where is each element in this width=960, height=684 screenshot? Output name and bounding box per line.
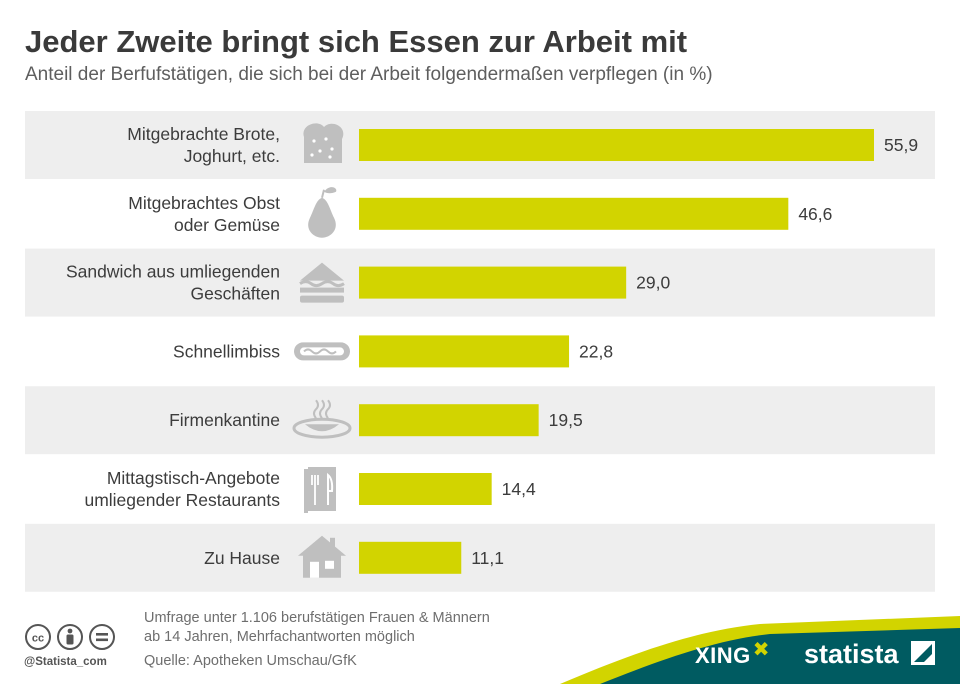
- hotdog-icon: [294, 342, 350, 361]
- bar: [359, 266, 627, 299]
- value-label: 19,5: [549, 410, 583, 430]
- value-label: 14,4: [502, 479, 536, 499]
- value-label: 22,8: [579, 341, 613, 361]
- value-label: 11,1: [471, 548, 504, 568]
- category-label: Mitgebrachte Brote,: [127, 124, 280, 144]
- pear-icon: [308, 187, 337, 238]
- bar: [359, 335, 570, 368]
- bread-icon: [303, 123, 344, 163]
- statista-handle: @Statista_com: [24, 656, 107, 668]
- statista-logo: statista: [804, 639, 936, 670]
- category-label: Geschäften: [191, 284, 281, 304]
- xing-logo: XING ✖: [695, 639, 771, 668]
- value-label: 29,0: [636, 273, 670, 293]
- source-note: Quelle: Apotheken Umschau/GfK: [144, 653, 357, 669]
- chart-title: Jeder Zweite bringt sich Essen zur Arbei…: [25, 24, 688, 59]
- category-label: Joghurt, etc.: [184, 146, 280, 166]
- bar: [359, 129, 874, 161]
- category-label: Sandwich aus umliegenden: [66, 262, 280, 282]
- row-band: [25, 523, 935, 592]
- nd-equal-icon: [89, 624, 115, 650]
- survey-note-line2: ab 14 Jahren, Mehrfachantworten möglich: [144, 629, 415, 645]
- chart-subtitle: Anteil der Berfufstätigen, die sich bei …: [25, 64, 713, 85]
- license-icons: cc: [24, 623, 119, 656]
- sandwich-icon: [299, 262, 345, 303]
- value-label: 55,9: [884, 135, 918, 155]
- house-icon: [298, 535, 346, 578]
- category-label: Mittagstisch-Angebote: [107, 468, 280, 488]
- category-label: Firmenkantine: [169, 410, 280, 430]
- category-label: umliegender Restaurants: [84, 490, 280, 510]
- category-label: Zu Hause: [204, 548, 280, 568]
- bar: [359, 197, 789, 230]
- statista-logo-icon: [911, 641, 936, 665]
- survey-note-line1: Umfrage unter 1.106 berufstätigen Frauen…: [144, 610, 490, 626]
- bar: [359, 404, 539, 437]
- bar-chart: Mitgebrachte Brote,Joghurt, etc. 55,9 Mitg…: [25, 111, 935, 592]
- cc-icon: cc: [25, 624, 51, 650]
- by-person-icon: [57, 624, 83, 650]
- bar: [359, 541, 462, 574]
- category-label: oder Gemüse: [174, 215, 280, 235]
- bar: [359, 473, 492, 505]
- menu-cutlery-icon: [304, 467, 336, 513]
- soup-bowl-icon: [292, 399, 352, 439]
- svg-text:cc: cc: [32, 633, 44, 645]
- category-label: Mitgebrachtes Obst: [128, 193, 280, 213]
- survey-note: Umfrage unter 1.106 berufstätigen Frauen…: [144, 609, 490, 647]
- value-label: 46,6: [798, 204, 832, 224]
- category-label: Schnellimbiss: [173, 341, 280, 361]
